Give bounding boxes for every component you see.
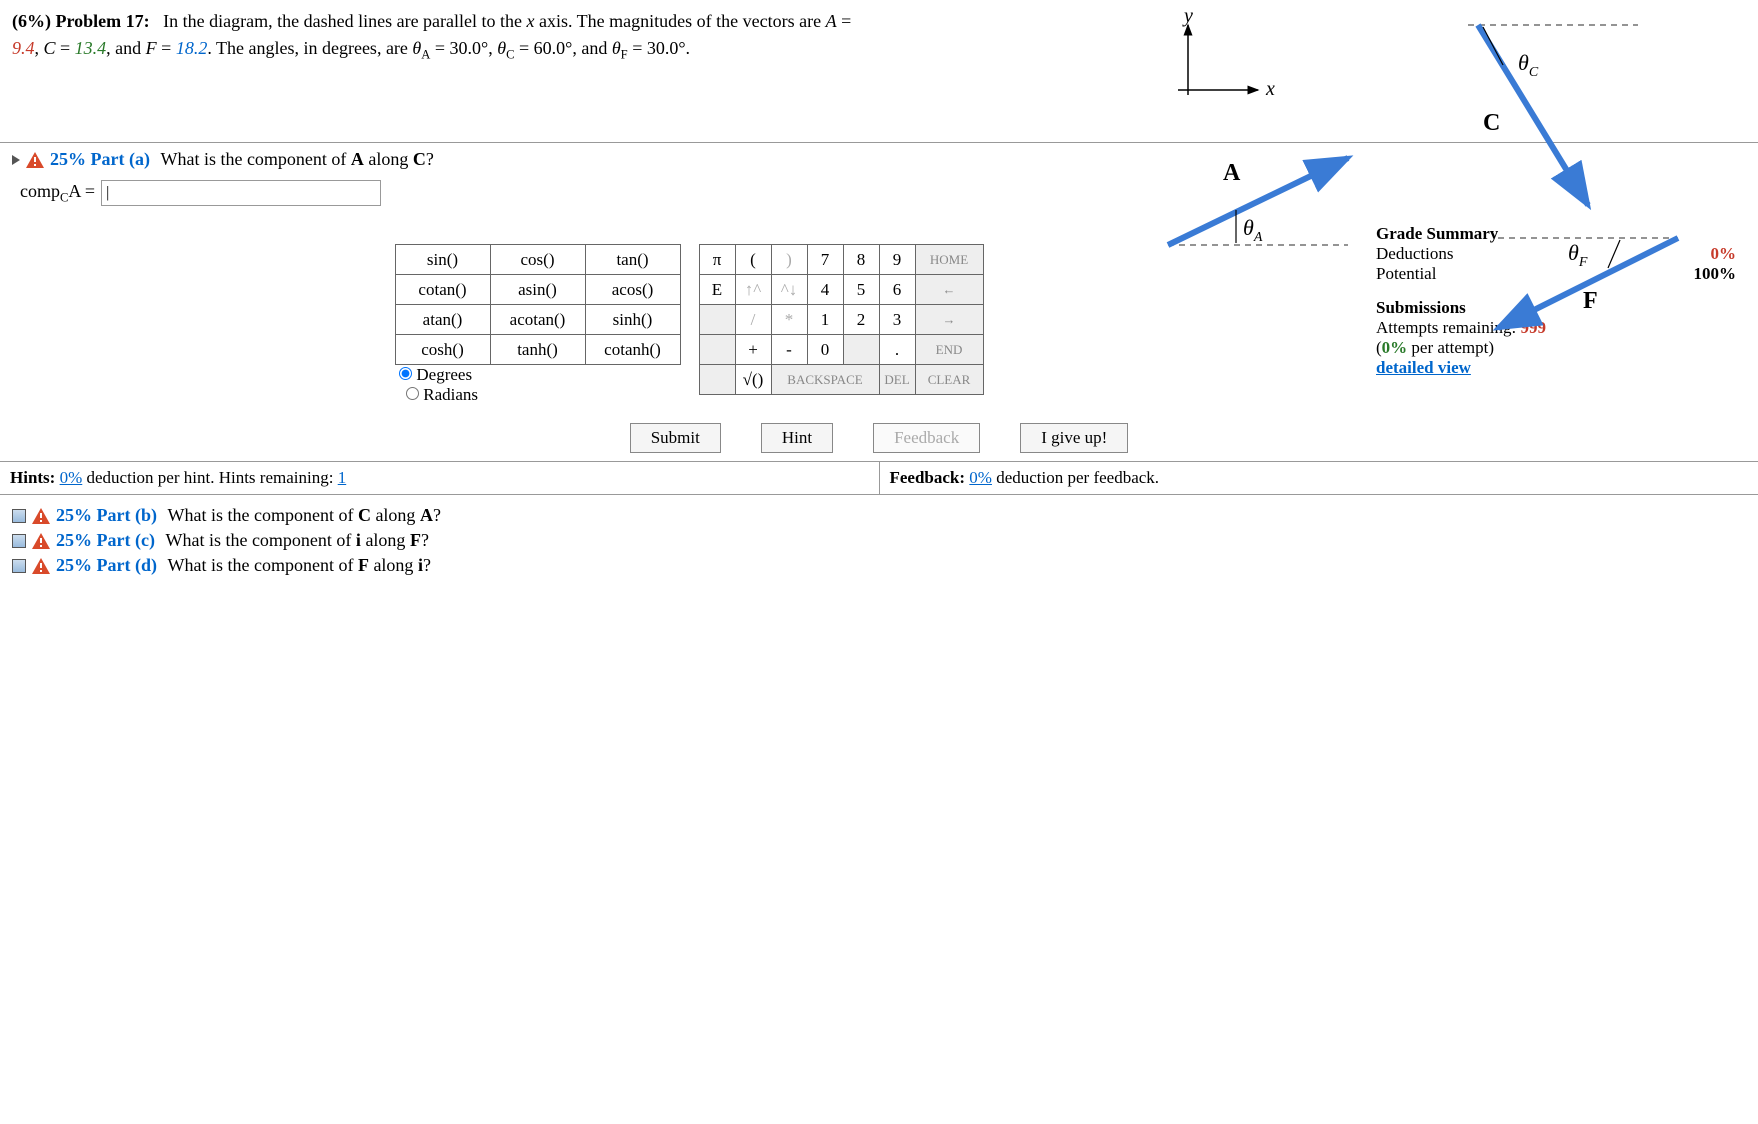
problem-weight: (6%) bbox=[12, 11, 51, 31]
expand-icon[interactable] bbox=[12, 155, 20, 165]
hints-info: Hints: 0% deduction per hint. Hints rema… bbox=[0, 462, 879, 494]
key-atan[interactable]: atan() bbox=[395, 305, 490, 335]
action-buttons: Submit Hint Feedback I give up! bbox=[0, 411, 1758, 461]
submit-button[interactable]: Submit bbox=[630, 423, 721, 453]
vec-f-label: F⃗ bbox=[1583, 288, 1616, 314]
key-←[interactable]: ← bbox=[915, 275, 983, 305]
key-asin[interactable]: asin() bbox=[490, 275, 585, 305]
hint-button[interactable]: Hint bbox=[761, 423, 833, 453]
vector-diagram: y x A⃗ θA C⃗ θC F⃗ θF bbox=[1148, 10, 1728, 350]
part-c-row[interactable]: 25% Part (c) What is the component of i … bbox=[12, 528, 1746, 553]
key-↑^[interactable]: ↑^ bbox=[735, 275, 771, 305]
problem-number: Problem 17: bbox=[56, 11, 150, 31]
key-backspace[interactable]: BACKSPACE bbox=[771, 365, 879, 395]
key-9[interactable]: 9 bbox=[879, 245, 915, 275]
collapse-icon bbox=[12, 509, 26, 523]
key-([interactable]: ( bbox=[735, 245, 771, 275]
key-/[interactable]: / bbox=[735, 305, 771, 335]
key-blank bbox=[843, 335, 879, 365]
key-E[interactable]: E bbox=[699, 275, 735, 305]
key-clear[interactable]: CLEAR bbox=[915, 365, 983, 395]
key-HOME[interactable]: HOME bbox=[915, 245, 983, 275]
key-1[interactable]: 1 bbox=[807, 305, 843, 335]
collapse-icon bbox=[12, 534, 26, 548]
answer-prefix: compCA = bbox=[20, 181, 95, 206]
key-*[interactable]: * bbox=[771, 305, 807, 335]
key-sin[interactable]: sin() bbox=[395, 245, 490, 275]
key-5[interactable]: 5 bbox=[843, 275, 879, 305]
key-4[interactable]: 4 bbox=[807, 275, 843, 305]
key-→[interactable]: → bbox=[915, 305, 983, 335]
part-b-row[interactable]: 25% Part (b) What is the component of C … bbox=[12, 503, 1746, 528]
key--[interactable]: - bbox=[771, 335, 807, 365]
key-cosh[interactable]: cosh() bbox=[395, 335, 490, 365]
degrees-radio[interactable]: Degrees bbox=[399, 365, 472, 384]
part-a-label: 25% Part (a) bbox=[50, 149, 150, 170]
problem-statement: (6%) Problem 17: In the diagram, the das… bbox=[12, 8, 882, 64]
key-3[interactable]: 3 bbox=[879, 305, 915, 335]
warning-icon bbox=[26, 152, 44, 168]
key-)[interactable]: ) bbox=[771, 245, 807, 275]
giveup-button[interactable]: I give up! bbox=[1020, 423, 1128, 453]
key-acotan[interactable]: acotan() bbox=[490, 305, 585, 335]
vec-a-label: A⃗ bbox=[1223, 160, 1259, 186]
key-cos[interactable]: cos() bbox=[490, 245, 585, 275]
theta-c-label: θC bbox=[1518, 50, 1539, 80]
feedback-info: Feedback: 0% deduction per feedback. bbox=[879, 462, 1758, 494]
key-tan[interactable]: tan() bbox=[585, 245, 680, 275]
axis-x-label: x bbox=[1265, 78, 1275, 100]
key-END[interactable]: END bbox=[915, 335, 983, 365]
key-sqrt[interactable]: √() bbox=[735, 365, 771, 395]
key-cotan[interactable]: cotan() bbox=[395, 275, 490, 305]
key-+[interactable]: + bbox=[735, 335, 771, 365]
detailed-view-link[interactable]: detailed view bbox=[1376, 358, 1471, 377]
key-7[interactable]: 7 bbox=[807, 245, 843, 275]
function-keypad: sin()cos()tan() cotan()asin()acos() atan()… bbox=[395, 244, 681, 365]
key-.[interactable]: . bbox=[879, 335, 915, 365]
part-a-question: What is the component of A along C? bbox=[156, 149, 434, 170]
radians-radio[interactable]: Radians bbox=[406, 385, 478, 404]
other-parts: 25% Part (b) What is the component of C … bbox=[0, 495, 1758, 586]
key-blank bbox=[699, 335, 735, 365]
problem-header: (6%) Problem 17: In the diagram, the das… bbox=[0, 0, 1758, 72]
key-^↓[interactable]: ^↓ bbox=[771, 275, 807, 305]
answer-input[interactable] bbox=[101, 180, 381, 206]
part-d-row[interactable]: 25% Part (d) What is the component of F … bbox=[12, 553, 1746, 578]
key-6[interactable]: 6 bbox=[879, 275, 915, 305]
collapse-icon bbox=[12, 559, 26, 573]
key-tanh[interactable]: tanh() bbox=[490, 335, 585, 365]
key-blank bbox=[699, 365, 735, 395]
warning-icon bbox=[32, 558, 50, 574]
axis-y-label: y bbox=[1182, 10, 1193, 27]
key-blank bbox=[699, 305, 735, 335]
hints-feedback-footer: Hints: 0% deduction per hint. Hints rema… bbox=[0, 461, 1758, 495]
warning-icon bbox=[32, 508, 50, 524]
key-sinh[interactable]: sinh() bbox=[585, 305, 680, 335]
feedback-button: Feedback bbox=[873, 423, 980, 453]
key-acos[interactable]: acos() bbox=[585, 275, 680, 305]
key-8[interactable]: 8 bbox=[843, 245, 879, 275]
theta-f-label: θF bbox=[1568, 240, 1588, 270]
key-0[interactable]: 0 bbox=[807, 335, 843, 365]
numeric-keypad: π()789HOME E↑^^↓456← /*123→ +-0.END √()BACKS… bbox=[699, 244, 984, 395]
theta-a-label: θA bbox=[1243, 215, 1263, 245]
key-π[interactable]: π bbox=[699, 245, 735, 275]
warning-icon bbox=[32, 533, 50, 549]
key-del[interactable]: DEL bbox=[879, 365, 915, 395]
key-2[interactable]: 2 bbox=[843, 305, 879, 335]
key-cotanh[interactable]: cotanh() bbox=[585, 335, 680, 365]
vec-c-label: C⃗ bbox=[1483, 110, 1519, 136]
